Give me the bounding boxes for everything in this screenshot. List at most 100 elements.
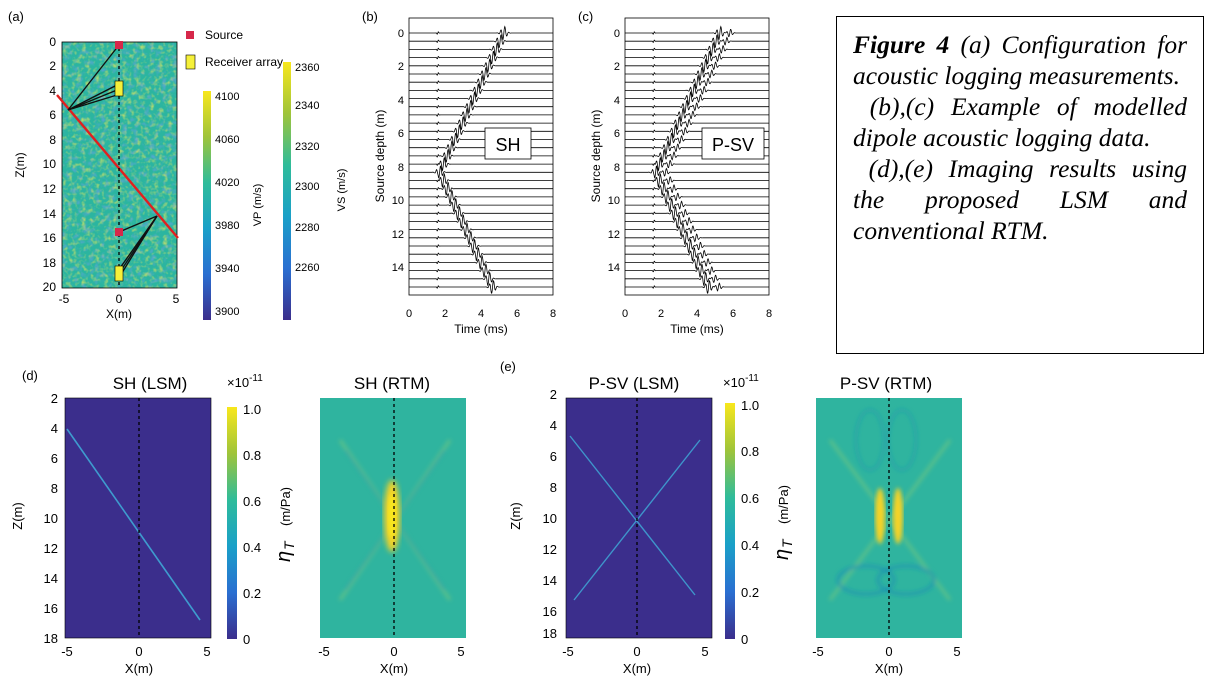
d-cbar-0.8: 0.8: [243, 448, 261, 463]
psv-traces-trace-11: [625, 116, 769, 131]
sh-traces-trace-8: [409, 91, 553, 107]
ytick-a-18: 18: [43, 256, 57, 270]
psv-traces-trace-26: [625, 238, 769, 254]
psv-traces-trace-16: [625, 156, 769, 172]
d-cbar-0.4: 0.4: [243, 540, 261, 555]
sh-rtm-title: SH (RTM): [354, 374, 430, 393]
psv-traces-trace-23: [625, 214, 769, 229]
sh-xlabel: Time (ms): [454, 322, 508, 336]
ytick-a-14: 14: [43, 207, 57, 221]
sh-traces-trace-5: [409, 66, 553, 81]
sh-traces-frame: [408, 17, 554, 296]
caption-line-a: (a) Configuration for acoustic logging m…: [853, 30, 1188, 90]
psv-rtm-xaxis: -5 0 5: [812, 644, 960, 659]
ytick-a-4: 4: [49, 84, 56, 98]
psv-traces: [625, 25, 769, 294]
psv-xaxis: 0 2 4 6 8: [622, 308, 772, 320]
psv-lsm-xlabel: X(m): [623, 661, 651, 676]
psv-colorbar-ticks: 1.0 0.8 0.6 0.4 0.2 0: [741, 398, 759, 647]
vs-tick-2260: 2260: [295, 262, 319, 274]
e-xtick-5: 5: [701, 644, 708, 659]
psv-traces-trace-17: [625, 165, 769, 179]
d-ytick-2: 2: [51, 391, 58, 406]
psv-xtick-4: 4: [694, 308, 700, 320]
sh-title: SH: [495, 135, 520, 155]
psv-lsm-reflection-1: [569, 435, 696, 596]
sh-ytick-10: 10: [392, 195, 404, 207]
ytick-a-8: 8: [49, 133, 56, 147]
psv-ytick-4: 4: [614, 95, 620, 107]
sh-traces-trace-1: [409, 34, 553, 48]
sh-rtm-hotspot-core: [388, 494, 396, 538]
vp-tick-4060: 4060: [215, 134, 239, 146]
psv-traces-trace-18: [625, 172, 769, 189]
sh-traces-trace-3: [409, 50, 553, 65]
sh-xtick-2: 2: [442, 308, 448, 320]
figure-caption: Figure 4 (a) Configuration for acoustic …: [836, 16, 1204, 354]
psv-xtick-8: 8: [766, 308, 772, 320]
sh-traces-trace-13: [409, 132, 553, 147]
d-ytick-14: 14: [44, 571, 58, 586]
panel-e: (e) P-SV (LSM) 2 4 6 8 10 12 14 16 18 Z(…: [500, 359, 962, 676]
vp-colorbar-ticks: 4100 4060 4020 3980 3940 3900: [215, 91, 239, 318]
caption-label: Figure 4: [853, 30, 950, 59]
psv-traces-trace-10: [625, 107, 769, 123]
psv-colorbar-exp: ×10-11: [723, 373, 759, 390]
sh-traces-trace-24: [409, 222, 553, 238]
sh-traces-trace-2: [409, 41, 553, 57]
legend-receiver-swatch: [185, 54, 196, 70]
sh-ylabel: Source depth (m): [373, 110, 387, 203]
sh-lsm-image: [65, 398, 211, 638]
d-xtick-5: 5: [203, 644, 210, 659]
velocity-model-ylabel: Z(m): [13, 152, 27, 177]
sh-traces-trace-10: [409, 107, 553, 123]
sh-traces-trace-18: [409, 172, 553, 189]
ytick-a-12: 12: [43, 182, 57, 196]
vs-tick-2320: 2320: [295, 141, 319, 153]
xtick-a-neg5: -5: [59, 292, 70, 306]
xtick-a-5: 5: [173, 292, 180, 306]
sh-colorbar: [227, 407, 237, 639]
ray-paths-upper: [67, 44, 120, 111]
velocity-model-xaxis: -5 0 5: [59, 292, 180, 306]
vs-tick-2360: 2360: [295, 62, 319, 74]
vp-tick-4100: 4100: [215, 91, 239, 103]
sh-ytick-6: 6: [398, 128, 404, 140]
source-marker-top: [115, 41, 123, 49]
sh-traces-trace-11: [409, 116, 553, 131]
psv-xtick-2: 2: [658, 308, 664, 320]
psv-traces-trace-30: [625, 271, 769, 287]
e-ytick-6: 6: [550, 449, 557, 464]
psv-lsm-ylabel: Z(m): [508, 502, 523, 529]
sh-colorbar-label: η T (m/Pa): [273, 487, 297, 562]
e-ytick-8: 8: [550, 480, 557, 495]
vp-tick-3940: 3940: [215, 263, 239, 275]
sh-traces-trace-9: [409, 99, 553, 114]
vp-colorbar-label: VP (m/s): [252, 184, 264, 227]
panel-a: (a) 0 2 4: [8, 9, 348, 321]
sh-ytick-12: 12: [392, 229, 404, 241]
psv-rtm-title: P-SV (RTM): [840, 374, 932, 393]
sh-traces-trace-20: [409, 189, 553, 205]
sh-lsm-xlabel: X(m): [125, 661, 153, 676]
sh-traces-trace-22: [409, 205, 553, 221]
legend-source-swatch: [186, 31, 194, 39]
psv-rtm-hotspot-right: [893, 488, 903, 544]
ytick-a-10: 10: [43, 157, 57, 171]
e-ytick-14: 14: [543, 573, 557, 588]
psv-traces-trace-4: [625, 58, 769, 74]
sh-xtick-4: 4: [478, 308, 484, 320]
e-cbar-0.4: 0.4: [741, 538, 759, 553]
psv-ytick-0: 0: [614, 28, 620, 40]
sh-traces-trace-14: [409, 140, 553, 156]
vs-colorbar: [283, 62, 291, 320]
d-cbar-0.2: 0.2: [243, 586, 261, 601]
sh-traces-trace-27: [409, 247, 553, 262]
e-xtick-neg5: -5: [562, 644, 574, 659]
panel-label-e: (e): [500, 359, 516, 374]
psv-traces-trace-28: [625, 254, 769, 270]
sh-lsm-yaxis: 2 4 6 8 10 12 14 16 18: [44, 391, 58, 646]
psv-rtm-xlabel: X(m): [875, 661, 903, 676]
sh-lsm-fracture-reflection: [66, 428, 201, 621]
ytick-a-0: 0: [49, 35, 56, 49]
